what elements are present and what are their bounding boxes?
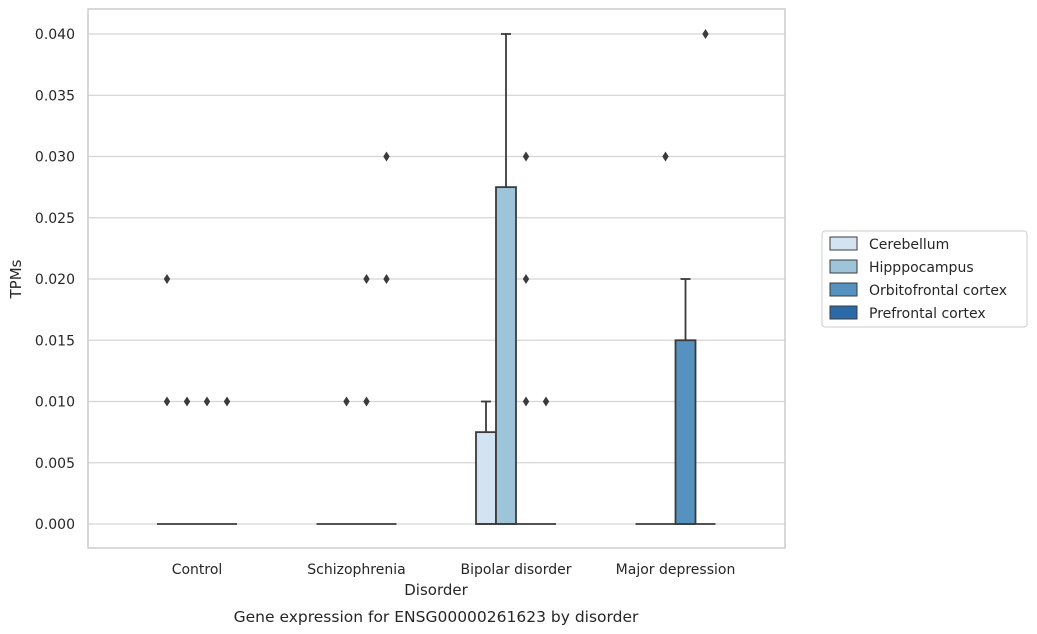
box-cerebellum: [475, 400, 497, 525]
outlier-point: [163, 396, 171, 407]
outlier-point: [343, 396, 350, 407]
legend-label: Hipppocampus: [869, 260, 974, 276]
outlier-point: [702, 29, 709, 39]
legend-swatch: [829, 236, 858, 251]
y-tick-label: 0.040: [35, 27, 75, 43]
legend-label: Orbitofrontal cortex: [869, 283, 1007, 299]
y-tick-label: 0.005: [35, 456, 75, 472]
y-axis-label: TPMs: [7, 259, 25, 299]
box-orbitofrontal-cortex: [197, 396, 217, 525]
legend: Cerebellum Hipppocampus Orbitofrontal cort…: [821, 230, 1028, 328]
box-hipppocampus: [336, 396, 357, 525]
y-tick-label: 0.010: [35, 395, 75, 411]
legend-swatch: [829, 282, 858, 297]
chart-caption: Gene expression for ENSG00000261623 by d…: [234, 608, 639, 626]
y-tick-label: 0.035: [35, 88, 75, 104]
outlier-point: [223, 396, 231, 407]
x-tick-label: Schizophrenia: [307, 562, 405, 578]
box-hipppocampus: [495, 33, 517, 525]
legend-frame: [821, 230, 1028, 328]
box-plot-area: [157, 29, 716, 525]
box-prefrontal-cortex: [376, 151, 397, 525]
box: [475, 431, 497, 525]
box-hipppocampus: [177, 396, 197, 525]
box-prefrontal-cortex: [217, 396, 237, 525]
outlier-point: [522, 274, 530, 284]
box-cerebellum: [157, 274, 177, 525]
box-prefrontal-cortex: [536, 396, 556, 525]
x-tick-label: Major depression: [616, 562, 736, 578]
y-tick-label: 0.015: [35, 333, 75, 349]
box: [674, 339, 697, 525]
box-prefrontal-cortex: [695, 29, 716, 525]
outlier-point: [363, 396, 370, 407]
y-tick-label: 0.025: [35, 211, 75, 227]
outlier-point: [522, 396, 530, 407]
box-orbitofrontal-cortex: [516, 151, 536, 525]
outlier-point: [383, 151, 390, 162]
outlier-point: [363, 274, 370, 284]
legend-label: Prefrontal cortex: [869, 306, 986, 322]
plot-frame: [87, 8, 786, 549]
x-tick-label: Control: [172, 562, 223, 578]
legend-swatch: [829, 305, 858, 320]
outlier-point: [163, 274, 171, 284]
outlier-point: [383, 274, 390, 284]
x-axis-label: Disorder: [404, 581, 468, 599]
box: [495, 186, 517, 525]
x-axis-ticks: Control Schizophrenia Bipolar disorder Majo…: [172, 562, 736, 578]
legend-label: Cerebellum: [869, 237, 949, 253]
box-orbitofrontal-cortex: [356, 274, 377, 525]
outlier-point: [203, 396, 211, 407]
box-hipppocampus: [655, 151, 676, 525]
outlier-point: [542, 396, 550, 407]
y-axis-ticks: 0.000 0.005 0.010 0.015 0.020 0.025 0.030 0.035…: [35, 27, 75, 533]
outlier-point: [183, 396, 191, 407]
x-tick-label: Bipolar disorder: [460, 562, 571, 578]
legend-swatch: [829, 259, 858, 274]
y-tick-label: 0.030: [35, 150, 75, 166]
box-orbitofrontal-cortex: [674, 278, 697, 525]
outlier-point: [662, 151, 669, 162]
y-tick-label: 0.000: [35, 517, 75, 533]
outlier-point: [522, 151, 530, 162]
y-tick-label: 0.020: [35, 272, 75, 288]
